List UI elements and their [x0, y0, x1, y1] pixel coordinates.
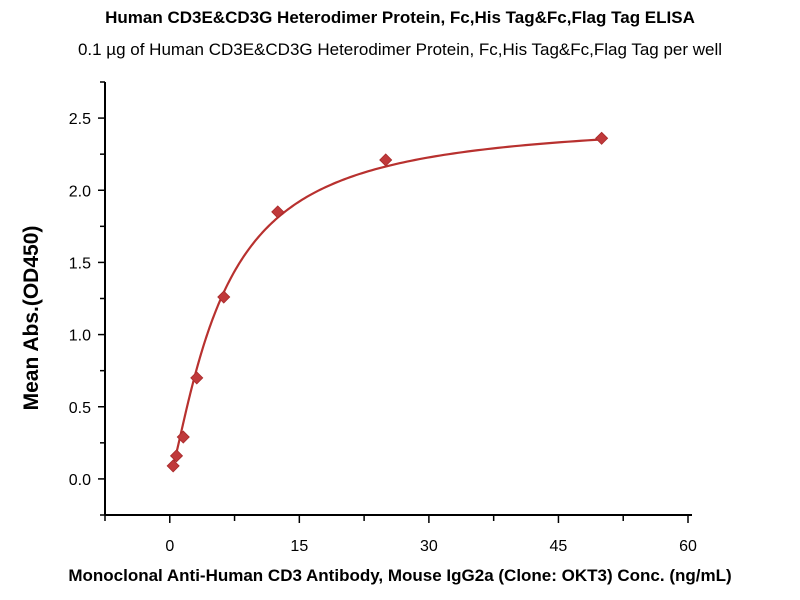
y-tick-label: 0.0	[69, 472, 91, 489]
x-tick-label: 60	[679, 538, 697, 555]
x-tick-label: 15	[290, 538, 308, 555]
y-tick-label: 2.5	[69, 111, 91, 128]
y-tick-label: 0.5	[69, 400, 91, 417]
data-point	[190, 371, 204, 385]
data-point	[595, 131, 609, 145]
y-tick-label: 1.5	[69, 255, 91, 272]
data-point	[169, 449, 184, 463]
chart-title: Human CD3E&CD3G Heterodimer Protein, Fc,…	[105, 8, 695, 27]
x-tick-label: 0	[165, 538, 174, 555]
data-point	[176, 430, 190, 444]
y-tick-label: 1.0	[69, 328, 91, 345]
data-point	[271, 205, 285, 219]
x-tick-label: 45	[550, 538, 568, 555]
fit-curve	[172, 138, 602, 467]
chart-subtitle: 0.1 µg of Human CD3E&CD3G Heterodimer Pr…	[77, 40, 723, 59]
data-point	[166, 459, 180, 473]
data-point	[379, 153, 393, 167]
x-tick-label: 30	[420, 538, 438, 555]
x-axis-label: Monoclonal Anti-Human CD3 Antibody, Mous…	[68, 566, 732, 585]
data-point	[217, 290, 231, 304]
y-tick-label: 2.0	[69, 183, 91, 200]
